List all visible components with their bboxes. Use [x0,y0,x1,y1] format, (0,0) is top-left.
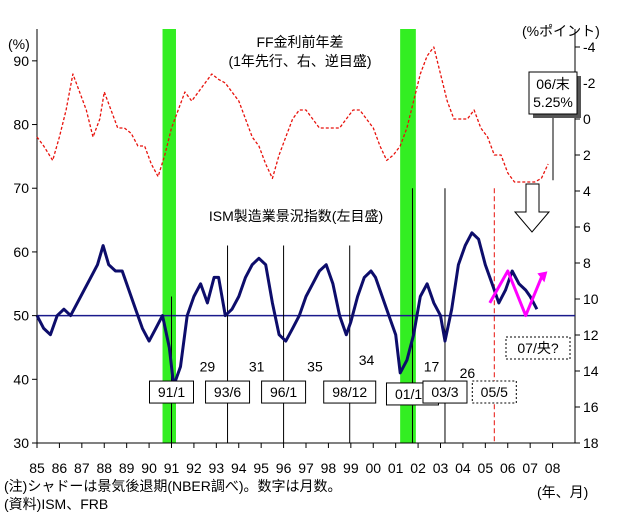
x-tick-label: 97 [298,460,314,476]
left-axis-unit: (%) [8,36,30,52]
rate-box-value: 5.25% [533,94,573,110]
right-tick-label: -2 [583,75,596,91]
duration-label: 31 [249,359,265,375]
rate-box [528,71,578,115]
date-box-label: 96/1 [270,384,297,400]
date-box-label: 05/5 [481,384,508,400]
right-tick-label: 4 [583,183,591,199]
duration-label: 29 [200,359,216,375]
forecast-arrowhead [537,271,548,283]
date-box [261,380,307,404]
x-tick-label: 01 [388,460,404,476]
x-tick-label: 95 [253,460,269,476]
x-tick-label: 88 [96,460,112,476]
footnote: (注)シャドーは景気後退期(NBER調べ)。数字は月数。 [4,478,342,494]
x-tick-label: 91 [164,460,180,476]
duration-label: 35 [307,359,323,375]
ism-label: ISM製造業景況指数(左目盛) [209,208,383,224]
x-tick-label: 99 [343,460,359,476]
left-tick-label: 80 [13,117,29,133]
rate-box-label: 06/末 [536,76,569,92]
x-tick-label: 86 [52,460,68,476]
ism-forecast-line [488,269,543,318]
x-tick-label: 87 [74,460,90,476]
ff-rate-series-line [36,46,549,183]
duration-label: 26 [460,365,476,381]
right-tick-label: 8 [583,255,591,271]
x-tick-label: 96 [276,460,292,476]
left-tick-label: 40 [13,371,29,387]
date-box-label: 03/3 [431,384,458,400]
left-tick-label: 90 [13,53,29,69]
ism-series-line [35,231,539,388]
x-tick-label: 85 [29,460,45,476]
right-tick-label: 0 [583,111,591,127]
right-tick-label: 16 [583,399,599,415]
x-tick-label: 98 [321,460,337,476]
recession-band-1 [162,29,176,443]
date-box [422,380,468,404]
right-tick-label: -4 [583,39,596,55]
x-tick-label: 07 [522,460,538,476]
x-tick-label: 93 [209,460,225,476]
left-tick-label: 30 [13,435,29,451]
x-axis-unit: (年、月) [537,484,588,500]
x-tick-label: 94 [231,460,247,476]
date-box-label: 93/6 [214,384,241,400]
right-axis-unit: (%ポイント) [522,23,600,39]
ff-rate-label: FF金利前年差 [256,34,343,50]
x-tick-label: 90 [141,460,157,476]
right-tick-label: 6 [583,219,591,235]
x-tick-label: 89 [119,460,135,476]
x-tick-label: 00 [365,460,381,476]
source-note: (資料)ISM、FRB [4,496,109,512]
duration-label: 34 [359,352,375,368]
left-tick-label: 60 [13,244,29,260]
right-tick-label: 2 [583,147,591,163]
recession-band-2 [400,29,416,443]
forecast-box [505,336,571,360]
right-tick-label: 10 [583,291,599,307]
date-box-label: 01/10 [395,386,430,402]
date-box-label: 98/12 [332,384,367,400]
x-tick-label: 05 [478,460,494,476]
date-box [323,380,377,404]
left-tick-label: 70 [13,180,29,196]
x-tick-label: 03 [433,460,449,476]
down-arrow-icon [513,183,551,233]
right-tick-label: 14 [583,363,599,379]
x-tick-label: 06 [500,460,516,476]
right-tick-label: 12 [583,327,599,343]
x-tick-label: 02 [410,460,426,476]
date-box-label: 91/1 [158,384,185,400]
x-tick-label: 92 [186,460,202,476]
left-tick-label: 50 [13,308,29,324]
date-box [205,380,251,404]
ff-rate-label-sub: (1年先行、右、逆目盛) [228,53,371,69]
date-box [149,380,194,404]
duration-label: 17 [424,359,440,375]
right-tick-label: 18 [583,435,599,451]
x-tick-label: 04 [455,460,471,476]
forecast-box-label: 07/央? [517,340,558,356]
x-tick-label: 08 [545,460,561,476]
date-box [471,380,517,404]
